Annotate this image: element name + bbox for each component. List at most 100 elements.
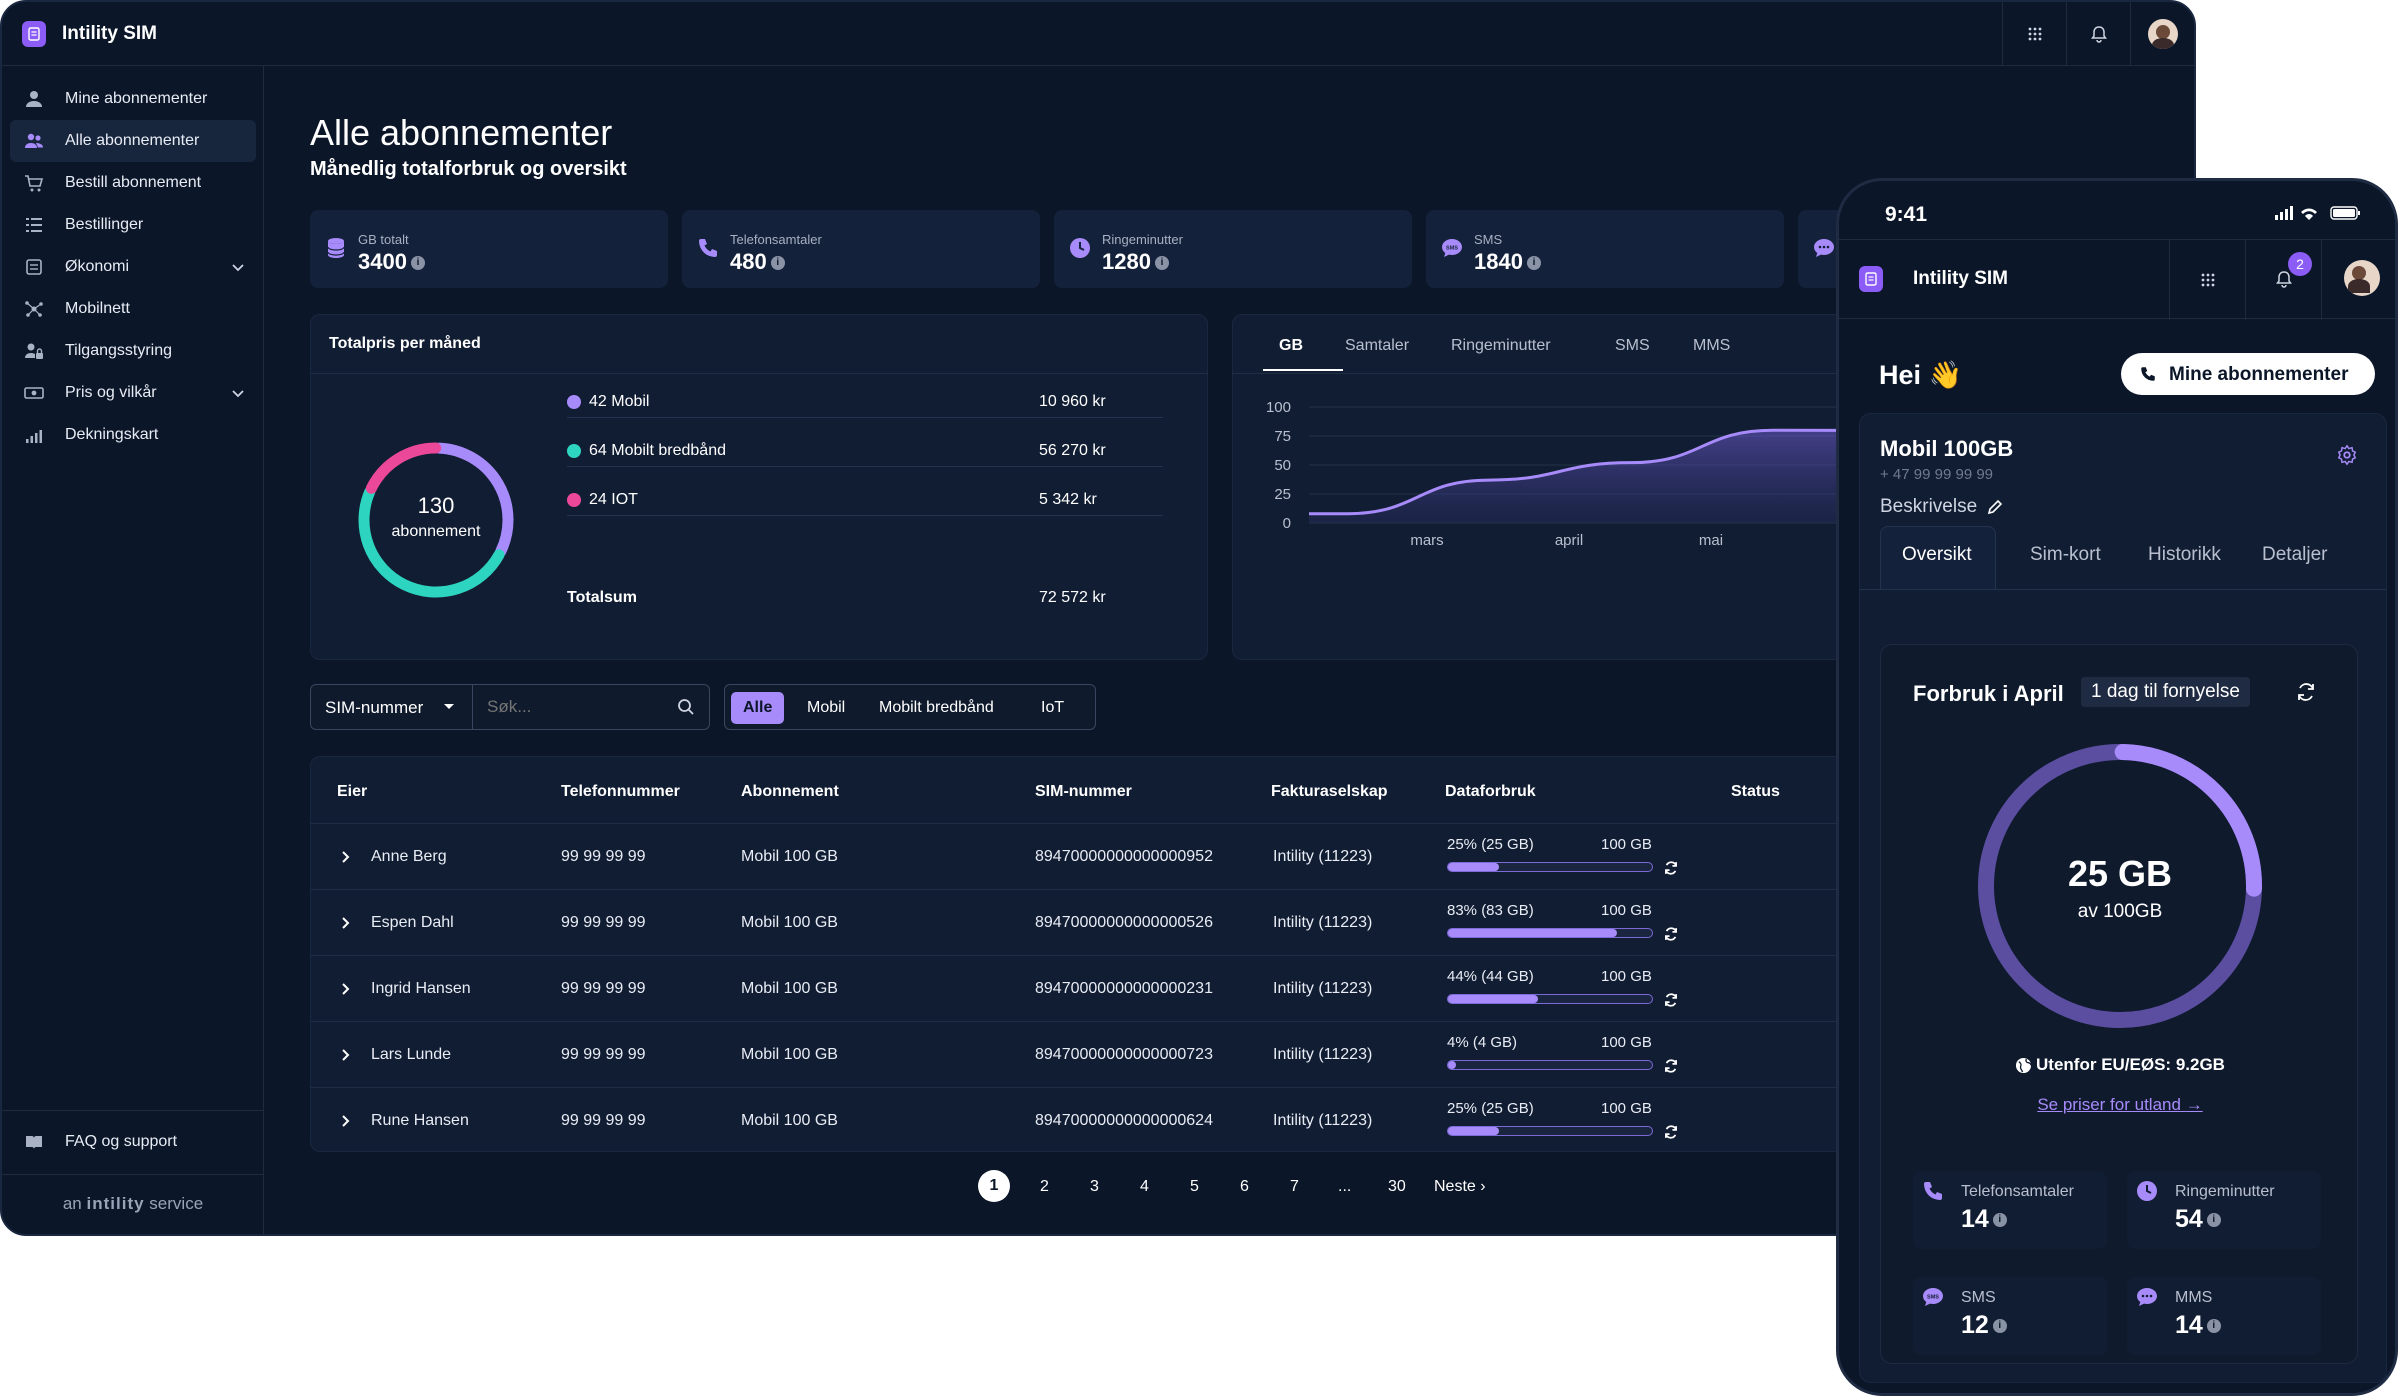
tab-samtaler[interactable]: Samtaler [1345,337,1410,354]
cell-usage: 44% (44 GB) [1447,968,1534,985]
tab-mms[interactable]: MMS [1693,337,1731,354]
faq-support-link[interactable]: FAQ og support [10,1121,256,1163]
sidebar-item-mine-abonnementer[interactable]: Mine abonnementer [10,78,256,120]
search-input[interactable] [475,687,665,727]
tab-gb[interactable]: GB [1279,337,1303,354]
ring-progress [2114,744,2262,897]
refresh-icon[interactable] [2295,681,2317,703]
info-icon[interactable]: i [2206,1213,2221,1228]
info-icon[interactable]: i [770,256,785,271]
apps-grid-button[interactable] [2002,2,2066,66]
legend-value: 5 342 kr [1039,491,1097,508]
page-button[interactable]: 5 [1190,1178,1199,1195]
page-button[interactable]: 3 [1090,1178,1099,1195]
info-icon[interactable]: i [410,256,425,271]
chat-icon [1814,239,1834,257]
sidebar-item-dekningskart[interactable]: Dekningskart [10,414,256,456]
segment-mobilt-bredband[interactable]: Mobilt bredbånd [879,699,994,716]
page-button[interactable]: 7 [1290,1178,1299,1195]
table-row[interactable]: Espen Dahl 99 99 99 99 Mobil 100 GB 8947000… [311,889,2194,955]
sidebar-item-tilgangsstyring[interactable]: Tilgangsstyring [10,330,256,372]
sidebar-item-alle-abonnementer[interactable]: Alle abonnementer [10,120,256,162]
sidebar-item-mobilnett[interactable]: Mobilnett [10,288,256,330]
info-icon[interactable]: i [1992,1213,2007,1228]
legend-divider [567,417,1163,418]
renewal-badge: 1 dag til fornyelse [2081,677,2250,707]
page-button[interactable]: 4 [1140,1178,1149,1195]
info-icon[interactable]: i [1154,256,1169,271]
col-header-abonnement[interactable]: Abonnement [741,783,839,800]
cell-company: Intility (11223) [1273,980,1373,997]
y-tick-label: 100 [1266,399,1291,416]
info-icon[interactable]: i [1526,256,1541,271]
abroad-prices-link[interactable]: Se priser for utland → [2037,1095,2203,1114]
chevron-right-icon[interactable] [339,1047,353,1063]
page-button[interactable]: 6 [1240,1178,1249,1195]
col-header-status[interactable]: Status [1731,783,1780,800]
notifications-button[interactable] [2066,2,2130,66]
col-header-dataforbruk[interactable]: Dataforbruk [1445,783,1536,800]
col-header-eier[interactable]: Eier [337,783,368,800]
sidebar-item-bestillinger[interactable]: Bestillinger [10,204,256,246]
sidebar-item-bestill-abonnement[interactable]: Bestill abonnement [10,162,256,204]
chevron-right-icon[interactable] [339,915,353,931]
tab-sms[interactable]: SMS [1615,337,1650,354]
page-button[interactable]: 30 [1388,1178,1406,1195]
donut-segment [365,442,442,494]
tab-oversikt[interactable]: Oversikt [1902,544,1972,565]
total-price-card: Totalpris per måned 130 abonnement 42 Mo… [310,314,1208,660]
page-button[interactable]: 1 [978,1170,1010,1202]
col-header-telefonnummer[interactable]: Telefonnummer [561,783,680,800]
grid-icon [2028,27,2041,41]
refresh-icon[interactable] [1663,1124,1679,1140]
sidebar-item-pris-og-vilkar[interactable]: Pris og vilkår [10,372,256,414]
settings-gear-icon[interactable] [2336,444,2358,466]
refresh-icon[interactable] [1663,992,1679,1008]
search-filter: SIM-nummer [310,684,710,730]
mini-stat-value: 54 [2175,1205,2203,1233]
table-row[interactable]: Rune Hansen 99 99 99 99 Mobil 100 GB 894700… [311,1087,2194,1153]
tab-historikk[interactable]: Historikk [2148,544,2221,565]
col-header-sim-nummer[interactable]: SIM-nummer [1035,783,1132,800]
chevron-right-icon[interactable] [339,1113,353,1129]
bell-icon [2276,271,2292,288]
tab-ringeminutter[interactable]: Ringeminutter [1451,337,1551,354]
info-icon[interactable]: i [2206,1319,2221,1334]
tab-sim-kort[interactable]: Sim-kort [2030,544,2101,565]
refresh-icon[interactable] [1663,1058,1679,1074]
pencil-icon [1988,499,2003,515]
refresh-icon[interactable] [1663,860,1679,876]
phone-icon [699,239,717,257]
search-icon[interactable] [677,698,695,716]
segment-iot[interactable]: IoT [1041,699,1065,716]
page-button[interactable]: 2 [1040,1178,1049,1195]
legend-label: 24 IOT [589,491,638,508]
table-row[interactable]: Ingrid Hansen 99 99 99 99 Mobil 100 GB 8947… [311,955,2194,1021]
chevron-right-icon[interactable] [339,849,353,865]
mobile-apps-button[interactable] [2169,240,2245,320]
cell-owner: Anne Berg [371,848,447,865]
usage-bar-fill [1448,863,1499,871]
col-header-fakturaselskap[interactable]: Fakturaselskap [1271,783,1388,800]
mobile-notifications-button[interactable]: 2 [2245,240,2321,320]
chevron-right-icon[interactable] [339,981,353,997]
cell-owner: Rune Hansen [371,1112,469,1129]
sim-number-dropdown[interactable]: SIM-nummer [311,685,473,729]
page-button[interactable]: ... [1338,1178,1352,1195]
stat-ringeminutter: Ringeminutter 1280 i [1054,210,1412,288]
mobile-profile-button[interactable] [2321,240,2395,320]
next-page-button[interactable]: Neste › [1434,1178,1486,1196]
segment-alle[interactable]: Alle [731,692,785,724]
sidebar-item-okonomi[interactable]: Økonomi [10,246,256,288]
refresh-icon[interactable] [1663,926,1679,942]
description-field[interactable]: Beskrivelse [1880,496,2004,518]
table-row[interactable]: Lars Lunde 99 99 99 99 Mobil 100 GB 8947000… [311,1021,2194,1087]
info-icon[interactable]: i [1992,1319,2007,1334]
profile-button[interactable] [2130,2,2194,66]
mine-abonnementer-button[interactable]: Mine abonnementer [2121,353,2375,395]
segment-mobil[interactable]: Mobil [807,699,846,716]
type-segmented-control: Alle Mobil Mobilt bredbånd IoT [724,684,1096,730]
table-row[interactable]: Anne Berg 99 99 99 99 Mobil 100 GB 89470000… [311,823,2194,889]
tab-detaljer[interactable]: Detaljer [2262,544,2328,565]
total-sum-label: Totalsum [567,589,637,606]
